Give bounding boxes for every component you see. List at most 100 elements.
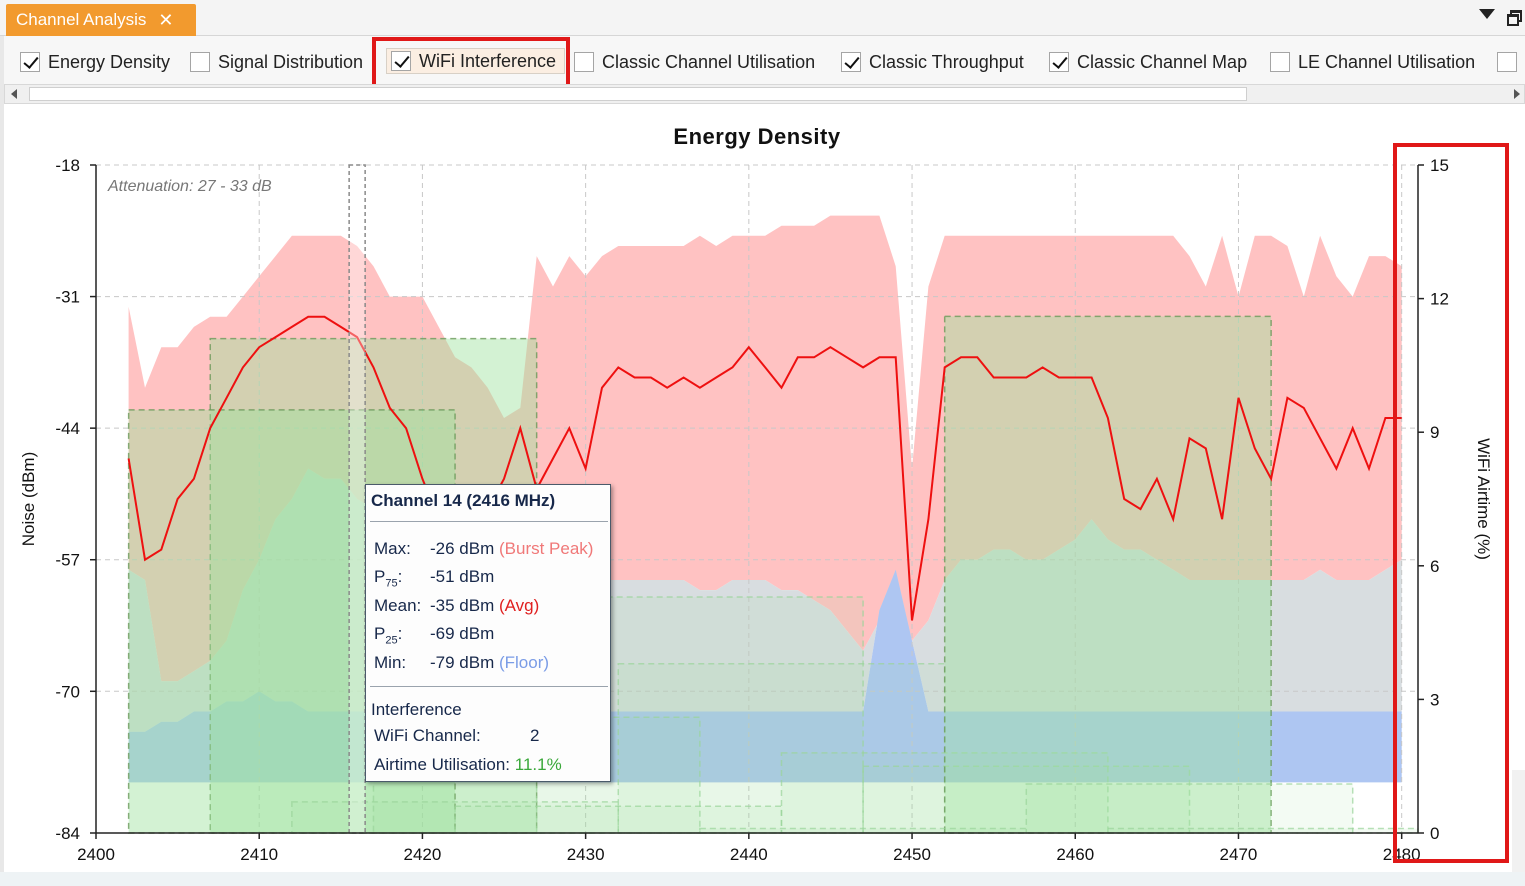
tooltip-note: (Burst Peak) — [498, 539, 594, 558]
option-label: LE Channel Utilisation — [1298, 51, 1476, 72]
tooltip-note: (Floor) — [498, 653, 550, 672]
y-axis-label: Noise (dBm) — [19, 452, 38, 546]
horizontal-scrollbar[interactable] — [4, 84, 1525, 104]
scroll-left-icon[interactable] — [11, 89, 17, 99]
option-signal-distribution[interactable]: Signal Distribution — [190, 50, 363, 74]
tooltip-value: -79 dBm — [430, 653, 495, 672]
burst-peak-area — [128, 215, 1402, 682]
tooltip-key: Airtime Utilisation: — [374, 755, 511, 774]
close-icon[interactable]: ✕ — [158, 9, 174, 30]
checkbox-wifi-interference[interactable] — [391, 51, 411, 71]
x-tick-label: 2470 — [1220, 845, 1258, 864]
option-energy-density[interactable]: Energy Density — [20, 50, 170, 74]
selected-channel-marker — [348, 164, 366, 834]
wifi-box — [943, 315, 1272, 834]
tooltip-key: Min: — [374, 653, 407, 672]
channel-tooltip: Channel 14 (2416 MHz) Max: -26 dBm (Burs… — [365, 484, 611, 782]
checkbox-classic-channel-map[interactable] — [1049, 52, 1069, 72]
energy-density-chart[interactable]: 2400 2410 2420 2430 2440 2450 2460 2470 2480-18-… — [0, 104, 1525, 872]
checkbox-signal-distribution[interactable] — [190, 52, 210, 72]
y2-tick-label: 6 — [1430, 557, 1439, 576]
mean-line — [127, 315, 1402, 621]
y2-axis-label: WiFi Airtime (%) — [1474, 438, 1493, 560]
tooltip-row-wifi-channel: WiFi Channel: 2 — [374, 726, 539, 746]
option-label: Classic Channel Map — [1077, 51, 1248, 72]
option-classic-throughput[interactable]: Classic Throughput — [841, 50, 1024, 74]
x-tick-label: 2410 — [240, 845, 278, 864]
checkbox-classic-throughput[interactable] — [841, 52, 861, 72]
tooltip-key-suffix: : — [397, 567, 403, 586]
y2-tick-label: 9 — [1430, 423, 1439, 442]
wifi-box — [1025, 783, 1354, 834]
tooltip-value: -26 dBm — [430, 539, 495, 558]
tooltip-row-mean: Mean: -35 dBm (Avg) — [374, 596, 539, 616]
x-tick-label: 2460 — [1056, 845, 1094, 864]
option-classic-channel-utilisation[interactable]: Classic Channel Utilisation — [574, 50, 815, 74]
x-tick-label: 2430 — [567, 845, 605, 864]
y2-tick-label: 3 — [1430, 690, 1439, 709]
tooltip-value: -69 dBm — [430, 624, 495, 643]
tooltip-key-sub: 25 — [385, 634, 398, 647]
tooltip-key: WiFi Channel: — [374, 726, 481, 745]
y-tick-label: -44 — [55, 419, 80, 438]
option-more[interactable] — [1497, 50, 1525, 74]
option-label: Energy Density — [48, 51, 171, 72]
y-tick-label: -84 — [55, 824, 80, 843]
option-label: WiFi Interference — [419, 50, 557, 71]
option-wifi-interference[interactable]: WiFi Interference — [386, 48, 566, 74]
option-label: Signal Distribution — [218, 51, 364, 72]
x-tick-label: 2440 — [730, 845, 768, 864]
tooltip-title: Channel 14 (2416 MHz) — [371, 491, 556, 510]
highlight-box-airtime-axis — [1393, 143, 1509, 863]
wifi-box — [291, 801, 620, 834]
y-tick-label: -18 — [55, 156, 80, 175]
y-tick-label: -57 — [55, 551, 80, 570]
attenuation-annotation: Attenuation: 27 - 33 dB — [107, 178, 272, 195]
bottom-strip — [0, 872, 1525, 886]
tab-channel-analysis[interactable]: Channel Analysis ✕ — [6, 4, 196, 36]
checkbox-classic-channel-utilisation[interactable] — [574, 52, 594, 72]
x-tick-label: 2450 — [893, 845, 931, 864]
checkbox-energy-density[interactable] — [20, 52, 40, 72]
y2-tick-label: 0 — [1430, 824, 1439, 843]
y-tick-label: -31 — [55, 288, 80, 307]
tooltip-value: -35 dBm — [430, 596, 495, 615]
tooltip-row-p75: P75: -51 dBm — [374, 567, 494, 589]
tooltip-key: Max: — [374, 539, 411, 558]
option-le-channel-utilisation[interactable]: LE Channel Utilisation — [1270, 50, 1475, 74]
view-menu-icon[interactable] — [1479, 9, 1495, 19]
tooltip-key: P — [374, 567, 386, 586]
checkbox-le-channel-utilisation[interactable] — [1270, 52, 1290, 72]
option-label: Classic Channel Utilisation — [602, 51, 816, 72]
chart-title: Energy Density — [673, 124, 840, 149]
tooltip-value: 11.1% — [514, 755, 562, 774]
tooltip-interference-title: Interference — [371, 700, 462, 719]
tooltip-key: Mean: — [374, 596, 422, 615]
tab-title: Channel Analysis — [16, 10, 147, 29]
y-tick-label: -70 — [55, 682, 80, 701]
options-bar: Energy Density Signal Distribution WiFi … — [0, 36, 1525, 84]
y2-tick-label: 12 — [1430, 290, 1449, 309]
scrollbar-thumb[interactable] — [29, 87, 1247, 101]
tooltip-value: -51 dBm — [430, 567, 495, 586]
tooltip-key-suffix: : — [397, 624, 403, 643]
tooltip-divider — [370, 686, 608, 687]
right-panel-edge — [1512, 770, 1525, 872]
tooltip-value: 2 — [530, 726, 540, 745]
x-tick-label: 2400 — [77, 845, 115, 864]
tooltip-divider — [370, 521, 608, 522]
tooltip-key-sub: 75 — [385, 577, 398, 590]
tab-bar: Channel Analysis ✕ — [0, 0, 1525, 36]
tooltip-row-max: Max: -26 dBm (Burst Peak) — [374, 539, 593, 559]
tooltip-note: (Avg) — [498, 596, 540, 615]
option-label: Classic Throughput — [869, 51, 1024, 72]
option-classic-channel-map[interactable]: Classic Channel Map — [1049, 50, 1247, 74]
scroll-right-icon[interactable] — [1514, 89, 1520, 99]
tooltip-key: P — [374, 624, 386, 643]
restore-window-icon[interactable] — [1507, 10, 1522, 26]
y2-tick-label: 15 — [1430, 156, 1449, 175]
tooltip-row-min: Min: -79 dBm (Floor) — [374, 653, 549, 673]
tooltip-row-airtime: Airtime Utilisation: 11.1% — [374, 755, 562, 775]
checkbox-more[interactable] — [1497, 52, 1517, 72]
x-tick-label: 2420 — [404, 845, 442, 864]
